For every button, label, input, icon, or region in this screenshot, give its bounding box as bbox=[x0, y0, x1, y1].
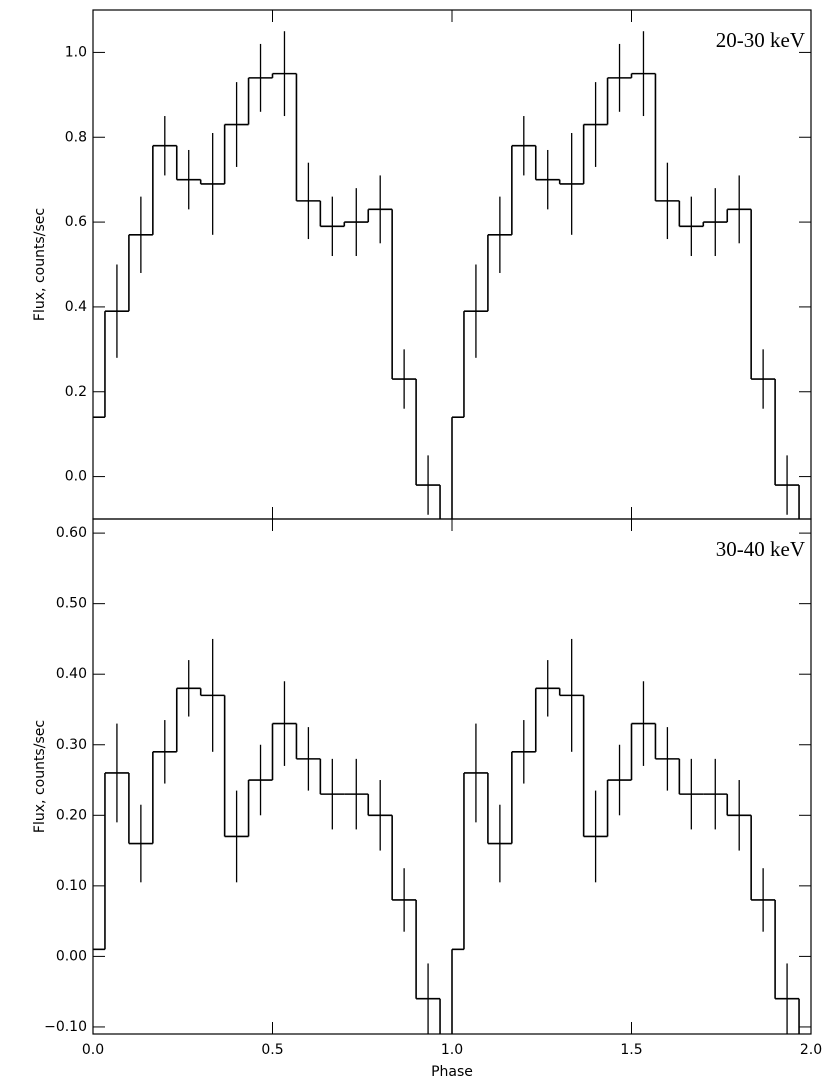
x-tick-label: 0.5 bbox=[261, 1042, 283, 1058]
plot-area bbox=[93, 31, 800, 519]
y-tick-label: 0.2 bbox=[65, 384, 87, 400]
x-tick-label: 2.0 bbox=[800, 1042, 822, 1058]
y-axis-label: Flux, counts/sec bbox=[32, 208, 48, 321]
y-tick-label: 0.20 bbox=[56, 807, 87, 823]
plot-area bbox=[93, 638, 800, 1034]
y-tick-label: 0.30 bbox=[56, 737, 87, 753]
y-tick-label: 0.50 bbox=[56, 596, 87, 612]
y-tick-label: 0.60 bbox=[56, 525, 87, 541]
annotation: 20-30 keV bbox=[716, 28, 805, 52]
y-tick-label: 0.8 bbox=[65, 129, 87, 145]
y-tick-label: 0.6 bbox=[65, 214, 87, 230]
y-tick-label: −0.10 bbox=[44, 1019, 87, 1035]
y-tick-label: 0.10 bbox=[56, 878, 87, 894]
y-tick-label: 1.0 bbox=[65, 44, 87, 60]
y-axis-label: Flux, counts/sec bbox=[32, 720, 48, 833]
x-axis-label: Phase bbox=[431, 1064, 473, 1080]
y-tick-label: 0.4 bbox=[65, 299, 87, 315]
y-tick-label: 0.40 bbox=[56, 666, 87, 682]
x-tick-label: 0.0 bbox=[82, 1042, 104, 1058]
y-tick-label: 0.00 bbox=[56, 948, 87, 964]
x-tick-label: 1.0 bbox=[441, 1042, 463, 1058]
x-tick-label: 1.5 bbox=[620, 1042, 642, 1058]
y-tick-label: 0.0 bbox=[65, 469, 87, 485]
annotation: 30-40 keV bbox=[716, 537, 805, 561]
